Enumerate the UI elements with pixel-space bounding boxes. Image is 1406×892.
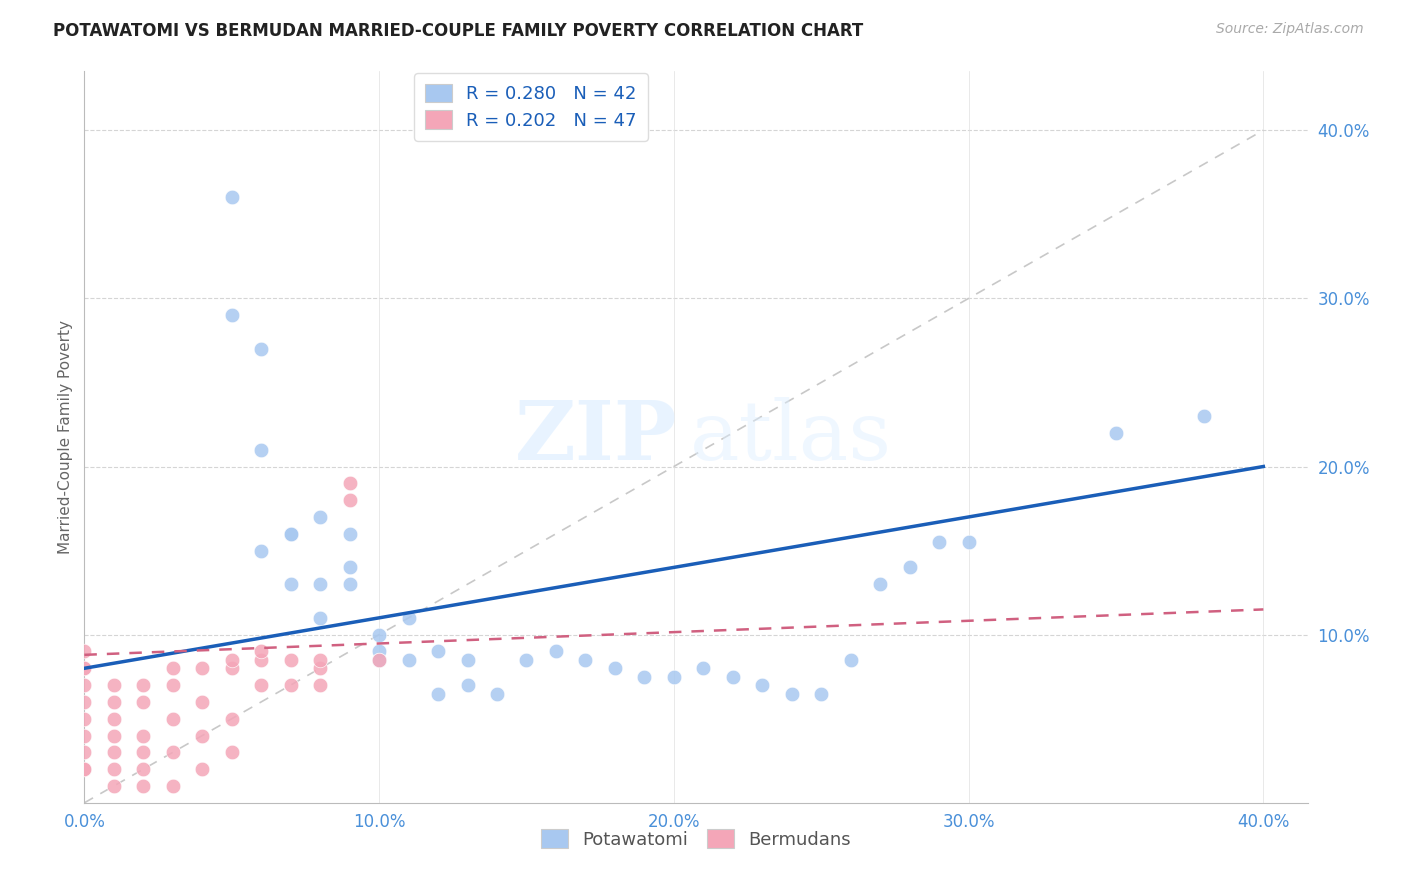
Point	[368, 653, 391, 667]
Point	[339, 577, 361, 591]
Text: atlas: atlas	[690, 397, 891, 477]
Point	[309, 678, 332, 692]
Point	[191, 762, 214, 776]
Point	[162, 678, 184, 692]
Point	[928, 535, 950, 549]
Point	[132, 745, 155, 759]
Point	[339, 493, 361, 508]
Point	[398, 653, 420, 667]
Point	[869, 577, 891, 591]
Point	[780, 686, 803, 700]
Point	[250, 342, 273, 356]
Y-axis label: Married-Couple Family Poverty: Married-Couple Family Poverty	[58, 320, 73, 554]
Point	[191, 729, 214, 743]
Point	[162, 779, 184, 793]
Point	[162, 661, 184, 675]
Point	[191, 661, 214, 675]
Point	[398, 611, 420, 625]
Point	[132, 762, 155, 776]
Point	[368, 653, 391, 667]
Point	[309, 661, 332, 675]
Point	[544, 644, 567, 658]
Point	[309, 611, 332, 625]
Point	[309, 510, 332, 524]
Point	[103, 678, 125, 692]
Point	[103, 762, 125, 776]
Point	[73, 762, 96, 776]
Point	[103, 695, 125, 709]
Point	[191, 695, 214, 709]
Point	[280, 678, 302, 692]
Point	[457, 678, 479, 692]
Point	[73, 762, 96, 776]
Point	[1105, 425, 1128, 440]
Point	[221, 712, 243, 726]
Point	[221, 190, 243, 204]
Point	[633, 670, 655, 684]
Point	[810, 686, 832, 700]
Point	[603, 661, 626, 675]
Point	[73, 644, 96, 658]
Point	[73, 712, 96, 726]
Point	[839, 653, 862, 667]
Point	[250, 442, 273, 457]
Point	[485, 686, 508, 700]
Point	[427, 686, 450, 700]
Point	[73, 661, 96, 675]
Point	[751, 678, 773, 692]
Point	[250, 678, 273, 692]
Point	[132, 695, 155, 709]
Point	[721, 670, 744, 684]
Point	[73, 729, 96, 743]
Point	[250, 644, 273, 658]
Point	[339, 526, 361, 541]
Point	[73, 678, 96, 692]
Point	[339, 476, 361, 491]
Point	[73, 661, 96, 675]
Point	[132, 729, 155, 743]
Point	[515, 653, 537, 667]
Point	[162, 712, 184, 726]
Point	[132, 779, 155, 793]
Point	[339, 560, 361, 574]
Point	[221, 745, 243, 759]
Point	[898, 560, 921, 574]
Point	[1194, 409, 1216, 423]
Point	[457, 653, 479, 667]
Point	[368, 627, 391, 641]
Point	[368, 644, 391, 658]
Point	[250, 543, 273, 558]
Point	[309, 577, 332, 591]
Point	[250, 653, 273, 667]
Point	[574, 653, 596, 667]
Point	[280, 577, 302, 591]
Point	[221, 653, 243, 667]
Point	[103, 779, 125, 793]
Point	[957, 535, 980, 549]
Point	[692, 661, 714, 675]
Point	[221, 661, 243, 675]
Point	[103, 729, 125, 743]
Text: POTAWATOMI VS BERMUDAN MARRIED-COUPLE FAMILY POVERTY CORRELATION CHART: POTAWATOMI VS BERMUDAN MARRIED-COUPLE FA…	[53, 22, 863, 40]
Point	[221, 308, 243, 322]
Point	[280, 526, 302, 541]
Point	[309, 653, 332, 667]
Point	[427, 644, 450, 658]
Point	[280, 526, 302, 541]
Point	[280, 653, 302, 667]
Point	[73, 695, 96, 709]
Point	[162, 745, 184, 759]
Text: Source: ZipAtlas.com: Source: ZipAtlas.com	[1216, 22, 1364, 37]
Text: ZIP: ZIP	[515, 397, 678, 477]
Legend: Potawatomi, Bermudans: Potawatomi, Bermudans	[534, 822, 858, 856]
Point	[103, 712, 125, 726]
Point	[103, 745, 125, 759]
Point	[73, 745, 96, 759]
Point	[662, 670, 685, 684]
Point	[132, 678, 155, 692]
